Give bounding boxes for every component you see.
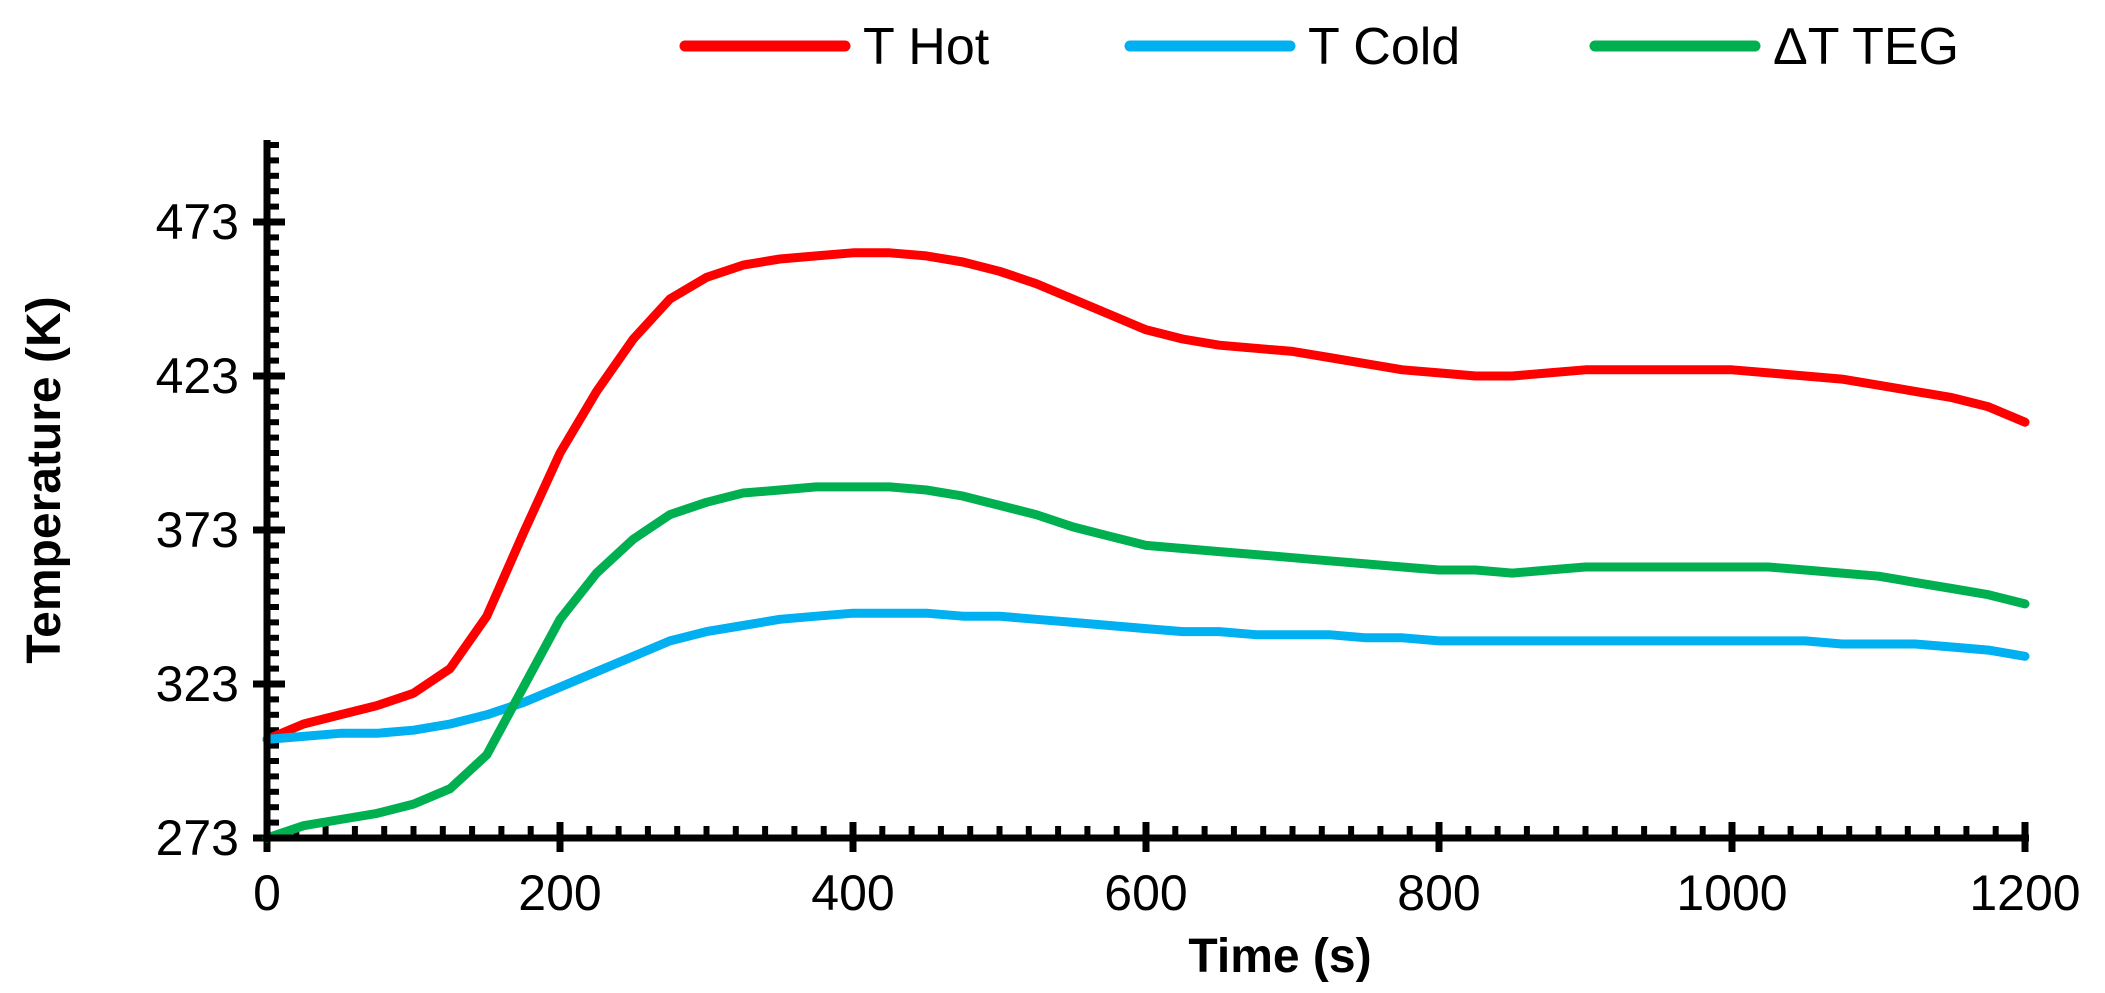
x-tick-label: 200 (518, 865, 601, 921)
legend-label: T Cold (1308, 18, 1460, 76)
x-tick-label: 1200 (1969, 865, 2080, 921)
y-tick-label: 473 (156, 194, 239, 250)
x-tick-label: 600 (1104, 865, 1187, 921)
y-tick-label: 273 (156, 810, 239, 866)
legend: T Hot T Cold ΔT TEG (679, 18, 1959, 76)
y-tick-label: 423 (156, 348, 239, 404)
legend-label: ΔT TEG (1773, 18, 1959, 76)
axis-ticks (253, 142, 2029, 852)
y-tick-label: 323 (156, 656, 239, 712)
x-tick-label: 1000 (1676, 865, 1787, 921)
y-tick-label: 373 (156, 502, 239, 558)
x-tick-label: 400 (811, 865, 894, 921)
x-tick-label: 800 (1397, 865, 1480, 921)
series-layer (262, 248, 2030, 843)
x-axis-title: Time (s) (1188, 930, 1371, 983)
tick-labels: 273 323 373 423 473 0 200 400 600 800 1000 1200 (156, 194, 2081, 921)
legend-label: T Hot (863, 18, 990, 76)
series-line-0 (262, 248, 2030, 744)
x-tick-label: 0 (253, 865, 281, 921)
series-line-2 (262, 482, 2030, 843)
series-line-1 (262, 608, 2030, 744)
y-axis-title: Temperature (K) (18, 296, 71, 663)
